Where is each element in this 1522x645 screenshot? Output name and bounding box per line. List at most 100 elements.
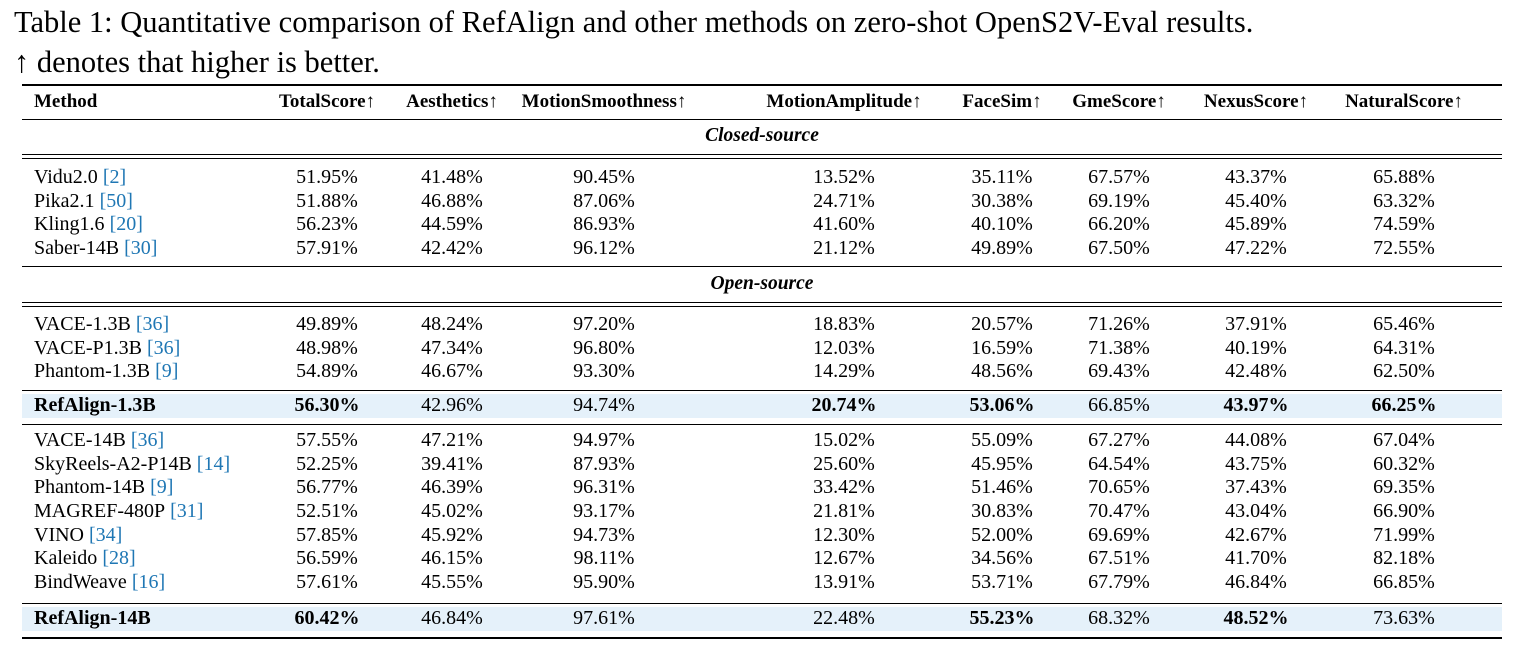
metric-value: 45.55%: [421, 570, 483, 593]
method-name: Saber-14B [30]: [34, 237, 284, 261]
citation-link[interactable]: [20]: [109, 213, 143, 236]
rule-after-refalign-1: [22, 424, 1502, 425]
metric-value: 82.18%: [1373, 547, 1435, 570]
metric-value: 94.74%: [573, 394, 635, 417]
metric-value: 47.22%: [1225, 236, 1287, 259]
metric-value: 56.59%: [296, 547, 358, 570]
table-row: Vidu2.0 [2] 51.95% 41.48% 90.45% 13.52% 35.11…: [22, 166, 1502, 190]
table-row-highlight: RefAlign-1.3B 56.30% 42.96% 94.74% 20.74% 53.…: [22, 394, 1502, 418]
metric-value: 30.83%: [971, 500, 1033, 523]
metric-value: 46.84%: [1225, 570, 1287, 593]
rule-bottom: [22, 637, 1502, 639]
metric-value: 43.37%: [1225, 166, 1287, 189]
citation-link[interactable]: [34]: [89, 523, 123, 546]
column-header: TotalScore↑: [278, 91, 376, 112]
method-label: BindWeave: [34, 570, 127, 593]
metric-value: 43.97%: [1223, 394, 1289, 417]
metric-value: 48.52%: [1223, 607, 1289, 630]
metric-value: 45.89%: [1225, 213, 1287, 236]
metric-value: 42.42%: [421, 236, 483, 259]
table-row: MAGREF-480P [31] 52.51% 45.02% 93.17% 21.81%…: [22, 500, 1502, 524]
metric-value: 37.43%: [1225, 476, 1287, 499]
metric-value: 66.85%: [1373, 570, 1435, 593]
metric-value: 94.73%: [573, 523, 635, 546]
citation-link[interactable]: [14]: [196, 452, 231, 475]
section-label: Closed-source: [705, 125, 819, 146]
metric-value: 71.99%: [1373, 523, 1435, 546]
citation-link[interactable]: [36]: [147, 336, 181, 359]
section-label: Open-source: [710, 273, 814, 294]
citation-link[interactable]: [9]: [150, 476, 174, 499]
metric-value: 20.74%: [811, 394, 877, 417]
metric-value: 73.63%: [1373, 607, 1435, 630]
metric-value: 46.67%: [421, 360, 483, 383]
metric-value: 12.30%: [813, 523, 875, 546]
citation-link[interactable]: [2]: [102, 166, 127, 189]
metric-value: 62.50%: [1373, 360, 1435, 383]
metric-value: 44.08%: [1225, 429, 1287, 452]
column-header: NexusScore↑: [1203, 91, 1309, 112]
metric-value: 52.25%: [296, 452, 358, 475]
metric-value: 56.30%: [294, 394, 360, 417]
metric-value: 96.31%: [573, 476, 635, 499]
metric-value: 51.46%: [971, 476, 1033, 499]
metric-value: 65.88%: [1373, 166, 1435, 189]
metric-value: 53.71%: [971, 570, 1033, 593]
citation-link[interactable]: [36]: [130, 429, 165, 452]
citation-link[interactable]: [31]: [170, 500, 204, 523]
citation-link[interactable]: [36]: [135, 313, 170, 336]
header-row: Method TotalScore↑ Aesthetics↑ MotionSmooth…: [22, 88, 1502, 116]
metric-value: 90.45%: [573, 166, 635, 189]
table-row: BindWeave [16] 57.61% 45.55% 95.90% 13.91% 53…: [22, 571, 1502, 595]
table-row: VACE-1.3B [36] 49.89% 48.24% 97.20% 18.83% 20…: [22, 313, 1502, 337]
method-name: Kaleido [28]: [34, 547, 284, 571]
metric-value: 43.75%: [1225, 452, 1287, 475]
metric-value: 64.31%: [1373, 336, 1435, 359]
metric-value: 45.40%: [1225, 189, 1287, 212]
citation-link[interactable]: [9]: [155, 360, 179, 383]
metric-value: 48.98%: [296, 336, 358, 359]
table-row-highlight: RefAlign-14B 60.42% 46.84% 97.61% 22.48% 55.2…: [22, 607, 1502, 631]
metric-value: 67.57%: [1088, 166, 1150, 189]
method-name: VACE-14B [36]: [34, 429, 284, 453]
metric-value: 67.27%: [1088, 429, 1150, 452]
metric-value: 33.42%: [813, 476, 875, 499]
metric-value: 12.03%: [813, 336, 875, 359]
metric-value: 54.89%: [296, 360, 358, 383]
metric-value: 66.85%: [1088, 394, 1150, 417]
table-row: Pika2.1 [50] 51.88% 46.88% 87.06% 24.71% 30.3…: [22, 190, 1502, 214]
table-row: VINO [34] 57.85% 45.92% 94.73% 12.30% 52.00% 6…: [22, 523, 1502, 547]
rule-top: [22, 84, 1502, 86]
metric-value: 43.04%: [1225, 500, 1287, 523]
metric-value: 93.17%: [573, 500, 635, 523]
citation-link[interactable]: [50]: [99, 189, 133, 212]
metric-value: 22.48%: [813, 607, 875, 630]
metric-value: 47.21%: [421, 429, 483, 452]
citation-link[interactable]: [30]: [124, 236, 158, 259]
method-label: Phantom-14B: [34, 476, 146, 499]
metric-value: 52.51%: [296, 500, 358, 523]
metric-value: 57.55%: [296, 429, 358, 452]
table-row: Kaleido [28] 56.59% 46.15% 98.11% 12.67% 34.5…: [22, 547, 1502, 571]
metric-value: 68.32%: [1088, 607, 1150, 630]
metric-value: 14.29%: [813, 360, 875, 383]
metric-value: 93.30%: [573, 360, 635, 383]
metric-value: 45.95%: [971, 452, 1033, 475]
citation-link[interactable]: [28]: [102, 547, 136, 570]
method-label: Phantom-1.3B: [34, 360, 151, 383]
metric-value: 34.56%: [971, 547, 1033, 570]
metric-value: 46.39%: [421, 476, 483, 499]
method-name: RefAlign-1.3B: [34, 394, 284, 418]
metric-value: 52.00%: [971, 523, 1033, 546]
citation-link[interactable]: [16]: [131, 570, 166, 593]
method-label: RefAlign-14B: [34, 607, 151, 630]
metric-value: 69.35%: [1373, 476, 1435, 499]
metric-value: 42.67%: [1225, 523, 1287, 546]
method-name: Vidu2.0 [2]: [34, 166, 284, 190]
metric-value: 97.61%: [573, 607, 635, 630]
metric-value: 69.69%: [1088, 523, 1150, 546]
column-header: MotionAmplitude↑: [766, 91, 922, 112]
metric-value: 86.93%: [573, 213, 635, 236]
metric-value: 94.97%: [573, 429, 635, 452]
table-row: Kling1.6 [20] 56.23% 44.59% 86.93% 41.60% 40.…: [22, 213, 1502, 237]
